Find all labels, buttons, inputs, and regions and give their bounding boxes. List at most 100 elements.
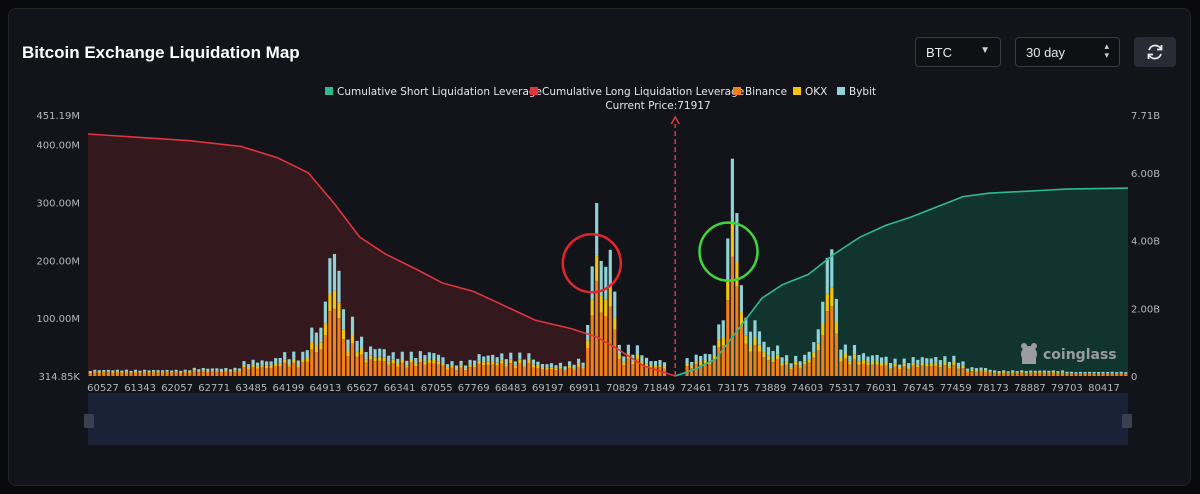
bar-okx xyxy=(970,369,974,372)
bar-okx xyxy=(577,363,581,367)
bar-bybit xyxy=(491,354,495,362)
bar-binance xyxy=(893,366,897,376)
range-handle-right[interactable] xyxy=(1122,414,1132,428)
bar-bybit xyxy=(246,364,251,368)
x-tick-label: 77459 xyxy=(940,383,972,394)
bar-bybit xyxy=(577,358,581,364)
bar-bybit xyxy=(803,354,807,362)
bar-bybit xyxy=(405,360,409,366)
refresh-button[interactable] xyxy=(1134,37,1176,67)
bar-bybit xyxy=(1020,370,1024,372)
legend-swatch xyxy=(793,87,801,95)
bar-binance xyxy=(993,372,997,376)
bar-bybit xyxy=(206,368,210,371)
watermark-text: coinglass xyxy=(1043,347,1117,363)
bar-okx xyxy=(454,368,459,371)
bar-binance xyxy=(346,356,350,376)
bar-binance xyxy=(436,364,441,376)
bar-bybit xyxy=(938,360,942,365)
bar-binance xyxy=(830,306,834,376)
bar-binance xyxy=(464,370,468,376)
bar-bybit xyxy=(947,361,951,367)
bar-bybit xyxy=(816,329,820,344)
bar-okx xyxy=(1038,372,1042,373)
bar-bybit xyxy=(1092,371,1096,374)
bar-bybit xyxy=(382,349,386,358)
bar-bybit xyxy=(1024,370,1028,373)
bar-bybit xyxy=(789,363,793,368)
bar-bybit xyxy=(93,369,97,372)
bar-bybit xyxy=(771,351,775,359)
bar-binance xyxy=(825,311,829,376)
bar-bybit xyxy=(952,355,956,362)
bar-binance xyxy=(595,280,599,376)
bar-binance xyxy=(378,360,382,376)
bar-binance xyxy=(965,371,970,376)
bar-bybit xyxy=(192,367,196,371)
bars xyxy=(88,158,1128,376)
bar-okx xyxy=(138,372,142,374)
coinglass-logo-icon xyxy=(1021,343,1037,364)
range-slider[interactable] xyxy=(84,393,1132,445)
bar-okx xyxy=(870,361,875,365)
bar-okx xyxy=(794,361,798,365)
bar-binance xyxy=(843,358,847,376)
bar-binance xyxy=(1002,372,1006,376)
bar-okx xyxy=(1110,373,1114,374)
bar-bybit xyxy=(251,359,255,365)
bar-bybit xyxy=(283,352,287,360)
bar-okx xyxy=(762,352,766,358)
bar-okx xyxy=(527,360,531,364)
bar-binance xyxy=(396,366,400,376)
bar-binance xyxy=(161,372,165,376)
bar-okx xyxy=(269,365,273,368)
bar-binance xyxy=(319,349,323,376)
bar-binance xyxy=(156,372,160,376)
bar-binance xyxy=(301,362,305,376)
bar-binance xyxy=(721,345,725,376)
bar-bybit xyxy=(350,316,355,335)
bar-bybit xyxy=(310,327,314,343)
bar-binance xyxy=(283,362,287,376)
bar-bybit xyxy=(830,249,834,288)
bar-okx xyxy=(432,360,436,364)
bar-binance xyxy=(1047,373,1051,376)
bar-bybit xyxy=(880,357,884,363)
bar-okx xyxy=(414,363,418,367)
bar-bybit xyxy=(1083,372,1087,374)
bar-okx xyxy=(500,360,504,364)
bar-bybit xyxy=(369,346,373,356)
bar-okx xyxy=(830,287,834,307)
x-tick-label: 72461 xyxy=(680,383,712,394)
bar-binance xyxy=(848,364,852,376)
bar-binance xyxy=(870,364,875,376)
bar-bybit xyxy=(459,360,463,366)
bar-okx xyxy=(296,365,300,368)
bar-okx xyxy=(486,361,490,365)
bar-binance xyxy=(111,372,115,376)
caret-down-icon: ▼ xyxy=(980,45,990,56)
bar-okx xyxy=(373,357,377,362)
bar-bybit xyxy=(549,363,554,367)
bar-bybit xyxy=(97,370,101,372)
bar-binance xyxy=(364,362,368,376)
bar-binance xyxy=(961,368,965,376)
bar-okx xyxy=(631,361,635,365)
bar-okx xyxy=(1051,372,1055,373)
bar-bybit xyxy=(595,203,599,255)
bar-bybit xyxy=(142,369,147,372)
bar-binance xyxy=(1038,373,1042,376)
bar-binance xyxy=(391,362,395,376)
range-handle-left[interactable] xyxy=(84,414,94,428)
bar-bybit xyxy=(477,354,481,361)
bar-okx xyxy=(152,371,156,373)
bar-bybit xyxy=(1065,371,1069,374)
bar-binance xyxy=(938,367,942,376)
bar-okx xyxy=(274,363,278,367)
range-select[interactable]: 30 day ▴ ▾ xyxy=(1015,37,1120,67)
coin-select[interactable]: BTC ▼ xyxy=(915,37,1001,67)
bar-bybit xyxy=(1115,372,1119,374)
bar-binance xyxy=(898,369,902,376)
bar-binance xyxy=(717,347,721,376)
bar-bybit xyxy=(513,361,517,366)
